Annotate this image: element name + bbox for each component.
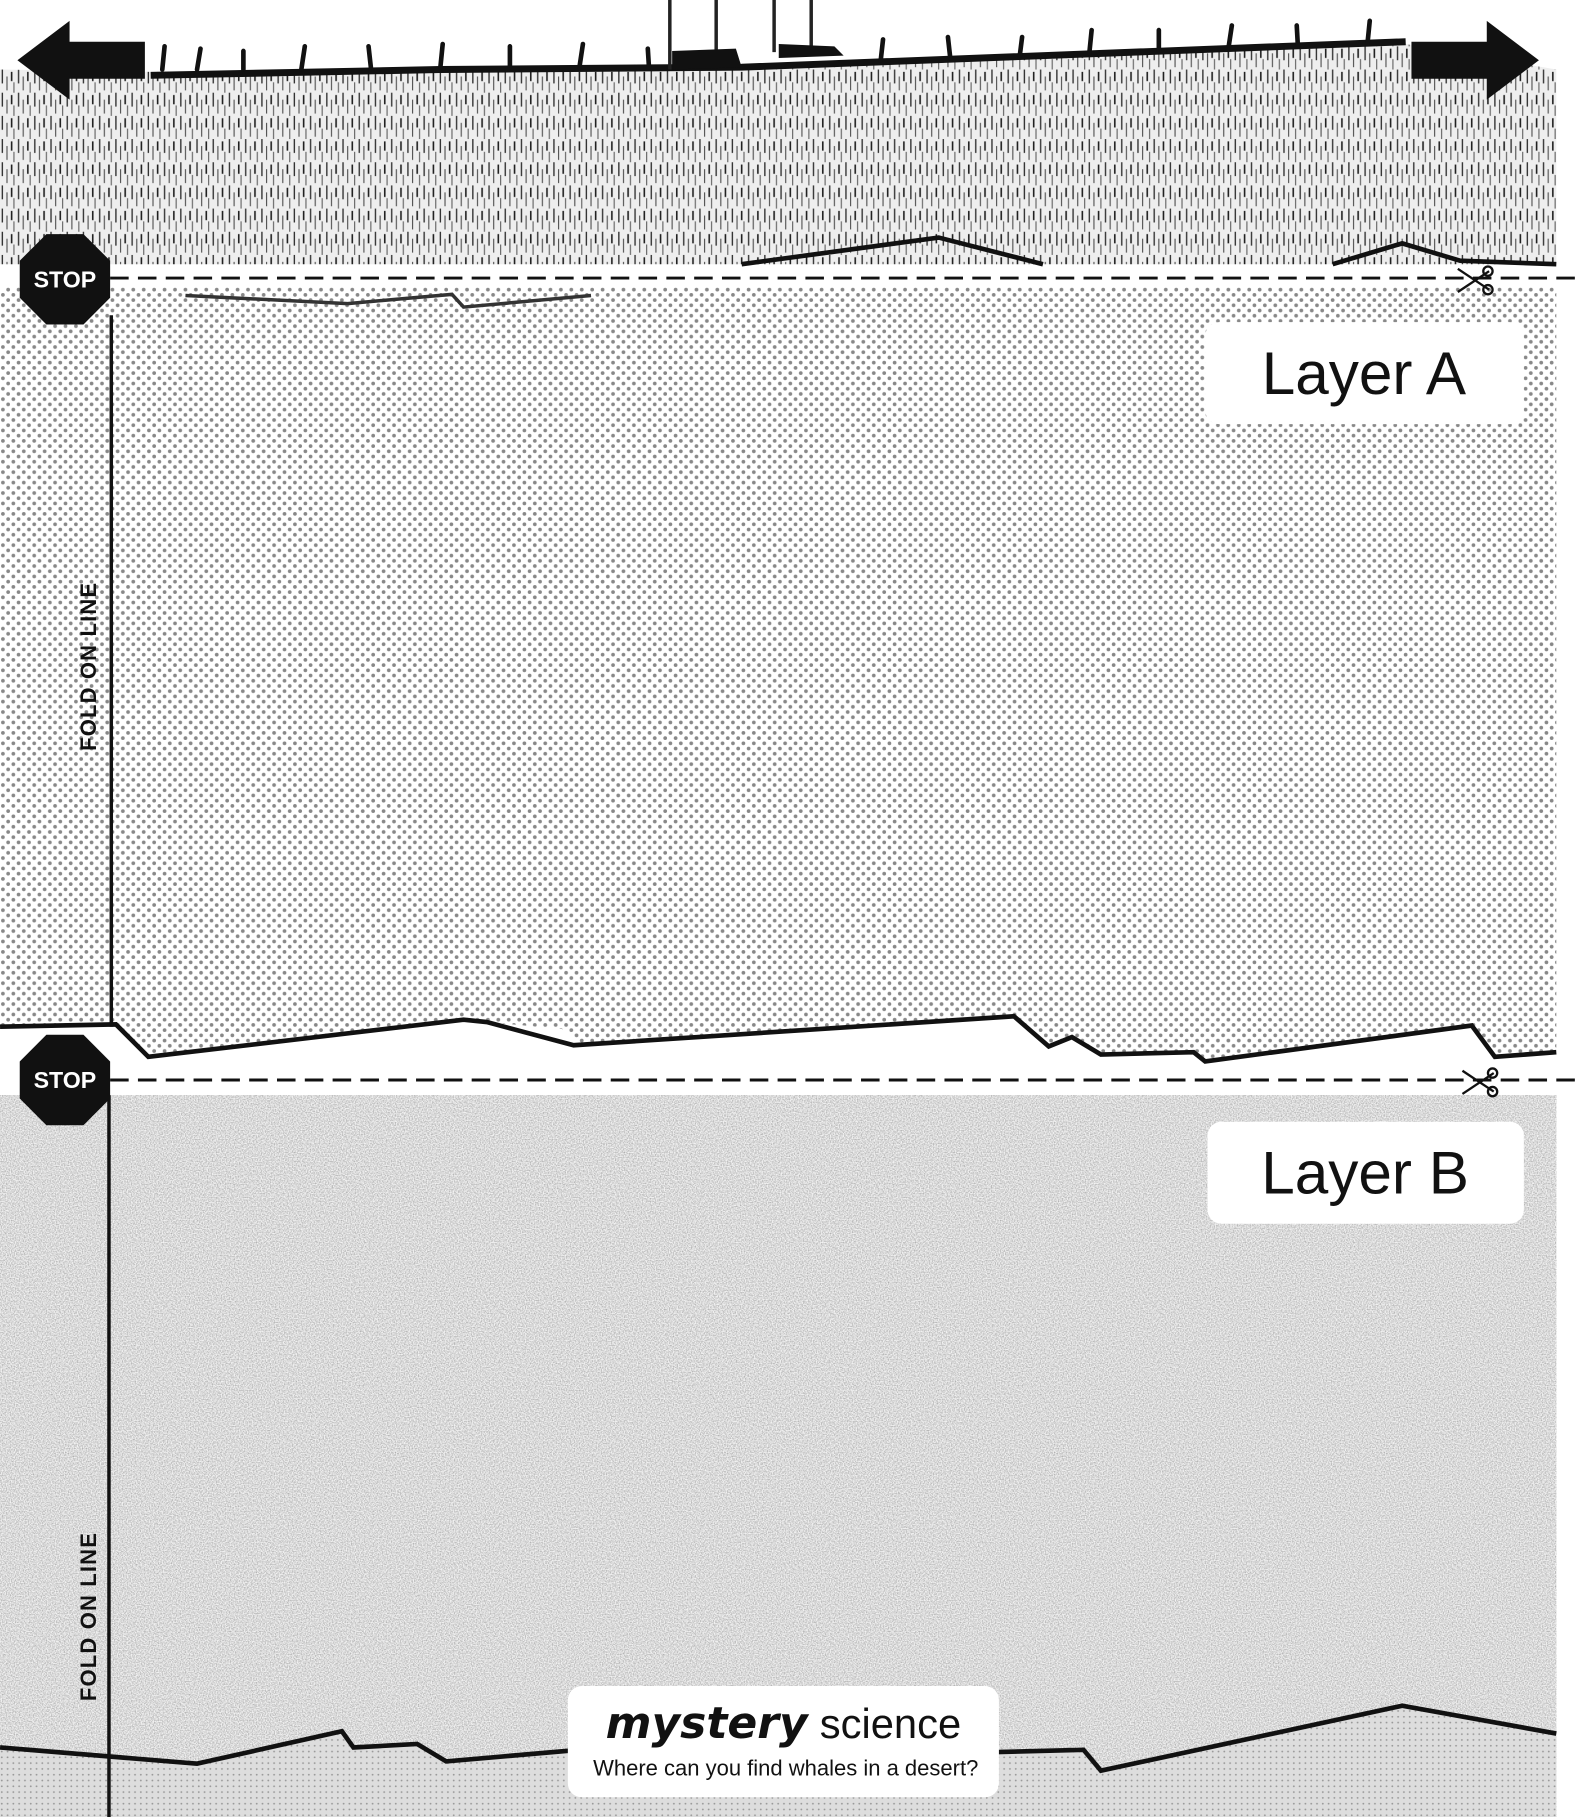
layer-label: Layer B	[1261, 1139, 1469, 1207]
cut-lines	[110, 276, 1583, 1082]
tagline: Where can you find whales in a desert?	[593, 1755, 978, 1780]
layer-a	[0, 287, 1557, 1064]
product: science	[820, 1700, 961, 1747]
brand: mystery	[606, 1698, 810, 1749]
stop-text: STOP	[34, 266, 97, 292]
fold-lines	[107, 315, 114, 1817]
layer-label-box: Layer B	[1207, 1121, 1524, 1224]
topsoil	[0, 0, 1557, 267]
layer-label: Layer A	[1262, 339, 1467, 407]
scissors	[1457, 265, 1499, 1098]
fold-label: FOLD ON LINE	[76, 582, 101, 751]
stop-text: STOP	[34, 1067, 97, 1093]
stop-sign: STOP	[19, 1034, 111, 1126]
logo: mystery science Where can you find whale…	[567, 1686, 999, 1798]
fold-label: FOLD ON LINE	[76, 1532, 101, 1701]
layer-label-box: Layer A	[1205, 322, 1524, 425]
stop-sign: STOP	[19, 234, 111, 325]
logo-title: mystery science	[606, 1698, 962, 1749]
